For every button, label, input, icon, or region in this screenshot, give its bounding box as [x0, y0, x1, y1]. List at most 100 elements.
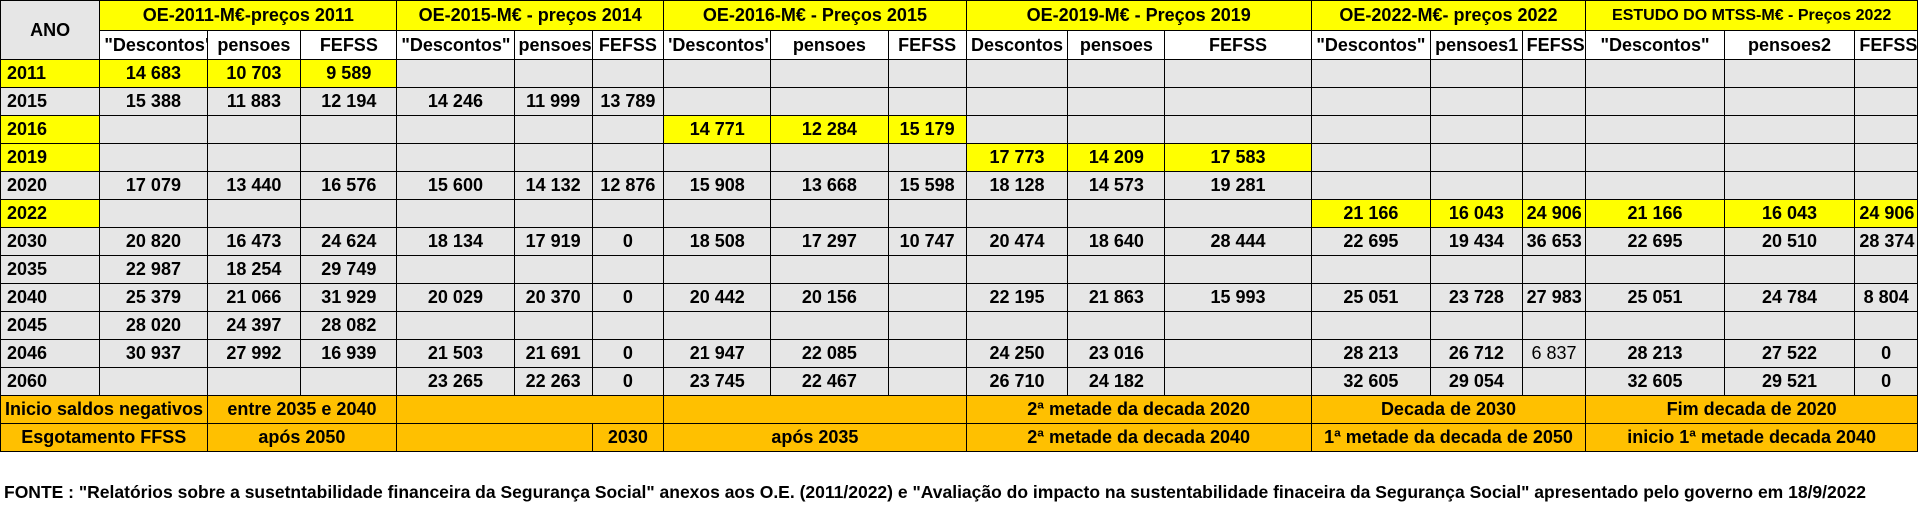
- exhaustion-label: Esgotamento FFSS: [0, 423, 208, 452]
- exhaustion-cell: 2ª metade da decada 2040: [965, 423, 1312, 452]
- value-cell: 27 983: [1521, 283, 1587, 312]
- value-cell: 11 883: [206, 87, 302, 116]
- value-cell: [663, 87, 772, 116]
- value-cell: 0: [1854, 367, 1918, 396]
- exhaustion-cell: 2030: [591, 423, 665, 452]
- year-cell: 2030: [0, 227, 101, 256]
- column-header: pensoes1: [1430, 30, 1523, 60]
- value-cell: [206, 367, 302, 396]
- column-header: pensoes: [513, 30, 593, 60]
- value-cell: 28 213: [1585, 339, 1725, 368]
- value-cell: 28 444: [1164, 227, 1312, 256]
- value-cell: [887, 339, 967, 368]
- group-header: OE-2022-M€- preços 2022: [1310, 0, 1587, 31]
- value-cell: [1521, 171, 1587, 200]
- value-cell: 10 747: [887, 227, 967, 256]
- value-cell: [513, 311, 593, 340]
- table-header: ANO OE-2011-M€-preços 2011 OE-2015-M€ - …: [0, 0, 1918, 60]
- source-note: FONTE : "Relatórios sobre a susetntabili…: [4, 482, 1866, 502]
- year-cell: 2011: [0, 59, 101, 88]
- value-cell: [1585, 255, 1725, 284]
- negative-balance-cell: [663, 395, 967, 424]
- exhaustion-cell: após 2035: [663, 423, 967, 452]
- value-cell: 22 695: [1585, 227, 1725, 256]
- value-cell: [300, 367, 398, 396]
- value-cell: [513, 115, 593, 144]
- negative-balance-label: Inicio saldos negativos: [0, 395, 208, 424]
- value-cell: [300, 115, 398, 144]
- value-cell: 28 374: [1854, 227, 1918, 256]
- exhaustion-cell: inicio 1ª metade decada 2040: [1585, 423, 1918, 452]
- value-cell: 14 683: [99, 59, 208, 88]
- value-cell: 0: [1854, 339, 1918, 368]
- year-cell: 2022: [0, 199, 101, 228]
- value-cell: [1854, 171, 1918, 200]
- value-cell: 13 789: [591, 87, 665, 116]
- table-row: 2046 30 937 27 992 16 939 21 503 21 691 0 21 94…: [0, 339, 1918, 368]
- value-cell: 17 919: [513, 227, 593, 256]
- value-cell: [1521, 311, 1587, 340]
- value-cell: 17 079: [99, 171, 208, 200]
- value-cell: [1430, 115, 1523, 144]
- value-cell: 22 195: [965, 283, 1069, 312]
- value-cell: 31 929: [300, 283, 398, 312]
- value-cell: [965, 311, 1069, 340]
- value-cell: [99, 143, 208, 172]
- value-cell: [770, 255, 889, 284]
- value-cell: 14 573: [1067, 171, 1166, 200]
- value-cell: 14 246: [396, 87, 515, 116]
- value-cell: 20 510: [1723, 227, 1856, 256]
- column-header: FEFSS: [300, 30, 398, 60]
- year-cell: 2019: [0, 143, 101, 172]
- table-row: 2060 23 265 22 263 0 23 745 22 467 26 710 24 18…: [0, 367, 1918, 396]
- value-cell: [1164, 255, 1312, 284]
- value-cell: [396, 255, 515, 284]
- year-cell: 2035: [0, 255, 101, 284]
- value-cell: 21 503: [396, 339, 515, 368]
- value-cell: [99, 367, 208, 396]
- value-cell: 15 388: [99, 87, 208, 116]
- value-cell: 12 284: [770, 115, 889, 144]
- value-cell: [887, 87, 967, 116]
- value-cell: [1521, 87, 1587, 116]
- value-cell: 12 194: [300, 87, 398, 116]
- value-cell: [591, 115, 665, 144]
- column-header: 'Descontos': [663, 30, 772, 60]
- column-header: FEFSS: [1854, 30, 1918, 60]
- column-header: FEFSS: [887, 30, 967, 60]
- value-cell: 20 029: [396, 283, 515, 312]
- value-cell: 25 379: [99, 283, 208, 312]
- value-cell: 12 876: [591, 171, 665, 200]
- value-cell: 22 263: [513, 367, 593, 396]
- exhaustion-cell: 1ª metade da decada de 2050: [1310, 423, 1587, 452]
- table-row: 2019 17 773 14 209 17 583: [0, 143, 1918, 172]
- table-row: 2045 28 020 24 397 28 082: [0, 311, 1918, 340]
- value-cell: [1067, 115, 1166, 144]
- group-header: OE-2019-M€ - Preços 2019: [965, 0, 1312, 31]
- value-cell: [1310, 171, 1432, 200]
- value-cell: 18 134: [396, 227, 515, 256]
- value-cell: [1310, 59, 1432, 88]
- value-cell: 27 522: [1723, 339, 1856, 368]
- value-cell: [1164, 367, 1312, 396]
- value-cell: [887, 367, 967, 396]
- value-cell: [663, 143, 772, 172]
- value-cell: 21 166: [1310, 199, 1432, 228]
- value-cell: 24 182: [1067, 367, 1166, 396]
- value-cell: [770, 87, 889, 116]
- value-cell: 24 784: [1723, 283, 1856, 312]
- value-cell: 20 474: [965, 227, 1069, 256]
- value-cell: 20 156: [770, 283, 889, 312]
- value-cell: 28 213: [1310, 339, 1432, 368]
- value-cell: [1430, 87, 1523, 116]
- value-cell: [965, 255, 1069, 284]
- value-cell: 30 937: [99, 339, 208, 368]
- year-cell: 2046: [0, 339, 101, 368]
- group-header: OE-2015-M€ - preços 2014: [396, 0, 665, 31]
- value-cell: [1854, 143, 1918, 172]
- value-cell: 14 132: [513, 171, 593, 200]
- value-cell: [887, 255, 967, 284]
- value-cell: [1585, 311, 1725, 340]
- table-row: 2011 14 683 10 703 9 589: [0, 59, 1918, 88]
